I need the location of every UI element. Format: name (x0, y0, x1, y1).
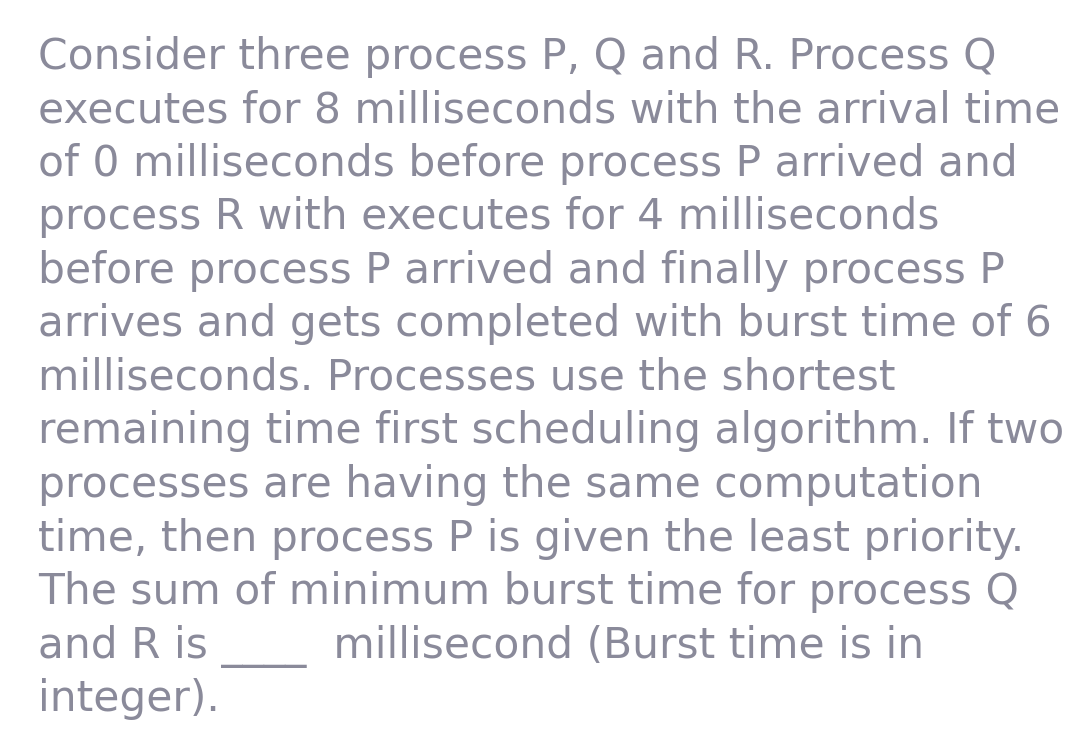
Text: and R is ____  millisecond (Burst time is in: and R is ____ millisecond (Burst time is… (38, 624, 924, 667)
Text: time, then process P is given the least priority.: time, then process P is given the least … (38, 518, 1024, 559)
Text: executes for 8 milliseconds with the arrival time: executes for 8 milliseconds with the arr… (38, 89, 1061, 132)
Text: processes are having the same computation: processes are having the same computatio… (38, 464, 983, 506)
Text: milliseconds. Processes use the shortest: milliseconds. Processes use the shortest (38, 357, 895, 399)
Text: integer).: integer). (38, 678, 220, 720)
Text: remaining time first scheduling algorithm. If two: remaining time first scheduling algorith… (38, 411, 1064, 452)
Text: process R with executes for 4 milliseconds: process R with executes for 4 millisecon… (38, 197, 940, 238)
Text: The sum of minimum burst time for process Q: The sum of minimum burst time for proces… (38, 571, 1018, 613)
Text: Consider three process P, Q and R. Process Q: Consider three process P, Q and R. Proce… (38, 36, 997, 78)
Text: before process P arrived and finally process P: before process P arrived and finally pro… (38, 250, 1004, 292)
Text: of 0 milliseconds before process P arrived and: of 0 milliseconds before process P arriv… (38, 143, 1017, 185)
Text: arrives and gets completed with burst time of 6: arrives and gets completed with burst ti… (38, 303, 1052, 346)
